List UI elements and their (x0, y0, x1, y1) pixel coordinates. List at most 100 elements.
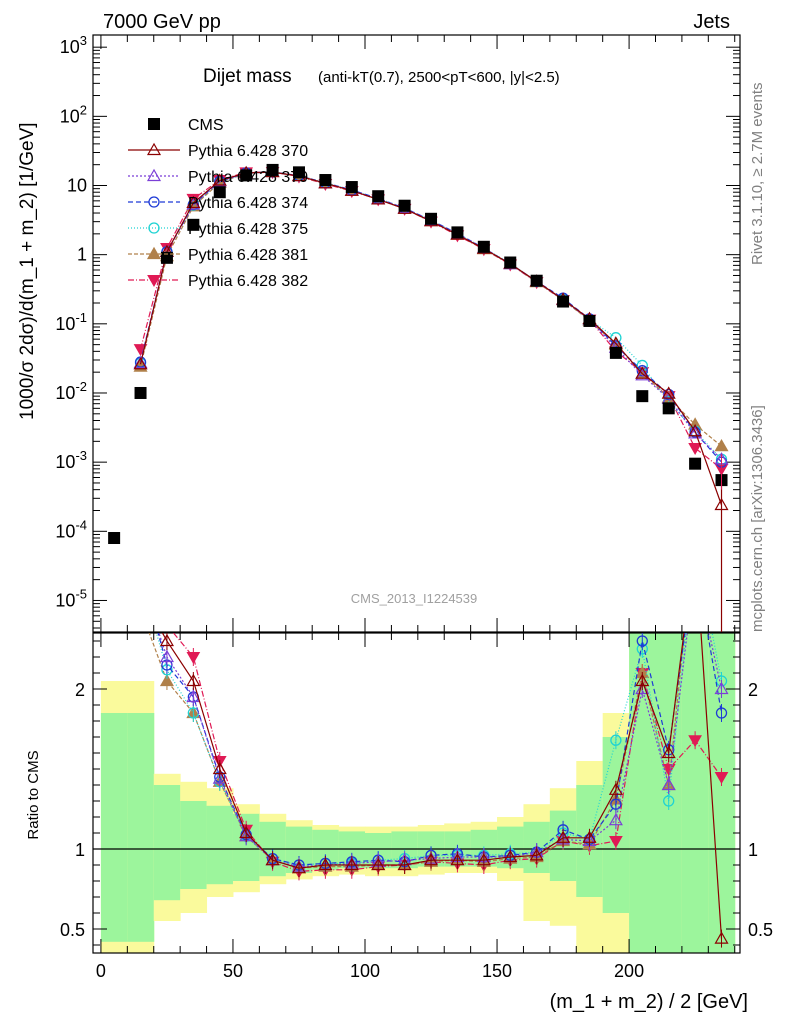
legend: CMS Pythia 6.428 370 Pythia 6.428 379 Pythi… (128, 117, 308, 290)
legend-marker (148, 196, 160, 208)
point-cms (398, 199, 411, 212)
point-p370 (186, 195, 201, 209)
plot-title-main: Dijet mass (203, 66, 292, 87)
legend-label: CMS (188, 117, 224, 134)
point-p379 (635, 368, 650, 381)
legend-entry-p381: Pythia 6.428 381 (128, 246, 308, 264)
ratio-point-p382 (661, 764, 676, 777)
point-cms (160, 251, 173, 264)
ratio-series (148, 633, 729, 948)
point-p381 (714, 438, 729, 452)
ratio-point-p382 (688, 735, 702, 748)
plot-title-sub: (anti-kT(0.7), 2500<pT<600, |y|<2.5) (318, 69, 560, 86)
legend-entry-cms: CMS (148, 117, 224, 134)
y-tick-label: 1 (77, 245, 87, 265)
ratio-point-p381 (159, 673, 174, 687)
legend-label: Pythia 6.428 375 (188, 221, 308, 238)
point-p370 (212, 173, 227, 186)
ratio-point-p379 (714, 681, 729, 695)
y-tick-label: 10-2 (55, 379, 87, 403)
ratio-point-p382 (609, 836, 623, 849)
ratio-point-p379 (212, 771, 227, 784)
band-green (206, 805, 234, 885)
legend-label: Pythia 6.428 379 (188, 169, 308, 186)
ratio-point-p370 (556, 830, 571, 843)
point-cms (530, 274, 543, 287)
ratio-y-tick-label: 0.5 (748, 920, 773, 940)
legend-label: Pythia 6.428 370 (188, 143, 308, 160)
ratio-point-p375 (663, 795, 675, 807)
ratio-point-p370 (503, 849, 518, 863)
point-cms (636, 390, 649, 403)
ratio-point-p370 (318, 857, 333, 871)
point-cms (134, 386, 147, 399)
point-p379 (186, 197, 201, 210)
series-cms (108, 163, 728, 545)
ratio-point-p370 (450, 852, 465, 866)
ratio-point-p370 (397, 857, 412, 871)
legend-marker (147, 275, 161, 288)
y-tick-label: 10-3 (55, 448, 87, 472)
ratio-point-p379 (159, 649, 174, 663)
ratio-series-p370 (159, 633, 729, 948)
point-p370 (133, 357, 148, 370)
ratio-axes: 0.5 0.5 1 1 2 2 0 50 100 150 200 (60, 632, 773, 981)
point-cms (372, 190, 385, 203)
point-cms (187, 218, 200, 231)
ratio-point-p370 (582, 830, 597, 843)
point-p370 (688, 424, 703, 437)
ratio-y-tick-label: 2 (75, 680, 85, 700)
y-tick-label: 10-1 (55, 310, 87, 334)
ratio-point-p382 (714, 772, 729, 785)
y-tick-label: 102 (60, 102, 87, 126)
legend-marker (146, 168, 162, 182)
ratio-point-p370 (714, 931, 729, 944)
ratio-point-p370 (608, 782, 623, 795)
legend-marker (146, 246, 162, 260)
point-cms (108, 532, 121, 545)
ratio-point-p379 (186, 689, 201, 703)
legend-label: Pythia 6.428 381 (188, 247, 308, 264)
ratio-point-p370 (186, 673, 201, 687)
x-tick-label: 200 (614, 961, 644, 981)
ratio-point-p370 (291, 860, 307, 874)
ratio-point-p379 (661, 777, 676, 791)
plot-title: Dijet mass (anti-kT(0.7), 2500<pT<600, |… (203, 66, 560, 87)
ratio-line-p382 (172, 633, 722, 873)
ratio-point-p374 (610, 798, 622, 810)
legend-entry-p382: Pythia 6.428 382 (128, 273, 308, 290)
header-left: 7000 GeV pp (103, 11, 221, 33)
ratio-panel: 0.5 0.5 1 1 2 2 0 50 100 150 200 Ratio to CMS (m_1… (25, 632, 773, 1013)
watermark: CMS_2013_I1224539 (351, 591, 478, 606)
header-right: Jets (693, 11, 730, 33)
legend-entry-p370: Pythia 6.428 370 (128, 142, 308, 160)
ratio-point-p379 (608, 812, 623, 826)
y-tick-label: 10-5 (55, 586, 87, 610)
ratio-point-p370 (476, 852, 491, 866)
point-cms (609, 346, 622, 359)
legend-label: Pythia 6.428 374 (188, 195, 308, 212)
legend-entry-p379: Pythia 6.428 379 (128, 168, 308, 186)
legend-label: Pythia 6.428 382 (188, 273, 308, 290)
ratio-y-tick-label: 1 (748, 840, 758, 860)
ratio-xlabel: (m_1 + m_2) / 2 [GeV] (550, 991, 748, 1013)
point-cms (319, 174, 332, 187)
point-cms (292, 166, 305, 179)
x-tick-label: 150 (482, 961, 512, 981)
point-cms (662, 402, 675, 415)
ratio-point-p370 (423, 852, 439, 866)
ratio-point-p370 (344, 857, 359, 871)
point-p379 (688, 426, 703, 439)
y-tick-label: 10-4 (55, 517, 87, 541)
point-cms (240, 169, 253, 182)
ratio-point-p374 (636, 635, 648, 647)
legend-entry-p374: Pythia 6.428 374 (128, 195, 308, 212)
ratio-point-p382 (186, 652, 201, 665)
point-p370 (635, 366, 650, 379)
point-cms (213, 186, 226, 199)
rivet-label: Rivet 3.1.10, ≥ 2.7M events (749, 83, 766, 266)
point-cms (504, 256, 517, 269)
ratio-point-p370 (159, 633, 174, 647)
